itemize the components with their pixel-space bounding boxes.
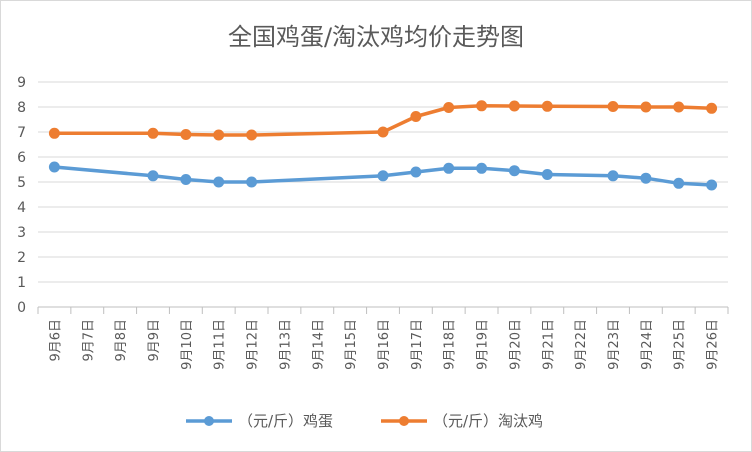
x-tick-label: 9月16日 (377, 319, 392, 370)
data-point (213, 176, 225, 188)
data-point (508, 165, 520, 177)
data-point (48, 127, 60, 139)
data-point (377, 170, 389, 182)
x-axis: 9月6日 9月7日 9月8日 9月9日 9月10日 9月11日 9月12日 9月13日 9月14… (37, 306, 729, 370)
x-tick-label: 9月11日 (213, 319, 228, 370)
data-point (476, 162, 488, 174)
data-point (541, 169, 553, 180)
data-point (246, 129, 258, 141)
x-tick-label: 9月24日 (640, 319, 655, 370)
x-tick-label: 9月10日 (180, 319, 195, 370)
legend-item-2: （元/斤）淘汰鸡 (381, 412, 543, 430)
gridlines (38, 81, 728, 283)
y-tick-label: 0 (17, 300, 26, 316)
data-point (410, 166, 422, 178)
data-point (147, 170, 159, 182)
data-point (673, 177, 685, 189)
y-tick-label: 7 (17, 125, 26, 141)
x-tick-label: 9月20日 (508, 319, 523, 370)
data-point (640, 172, 652, 184)
y-tick-label: 3 (17, 225, 26, 241)
y-tick-label: 6 (17, 150, 26, 166)
x-tick-label: 9月13日 (278, 319, 293, 370)
y-tick-label: 8 (17, 100, 26, 116)
x-tick-label: 9月22日 (574, 319, 589, 370)
data-point (213, 129, 225, 141)
data-point (706, 102, 718, 114)
legend: （元/斤）鸡蛋 （元/斤）淘汰鸡 (186, 412, 543, 430)
x-tick-label: 9月21日 (541, 319, 556, 370)
x-tick-label: 9月8日 (114, 319, 129, 362)
chart-title: 全国鸡蛋/淘汰鸡均价走势图 (228, 23, 524, 51)
data-point (377, 126, 389, 138)
data-point (246, 176, 258, 188)
x-tick-label: 9月23日 (607, 319, 622, 370)
data-point (48, 161, 60, 173)
legend-label: （元/斤）淘汰鸡 (433, 412, 543, 430)
data-point (476, 100, 488, 112)
y-tick-label: 4 (17, 200, 26, 216)
data-point (180, 129, 192, 140)
x-tick-label: 9月12日 (246, 319, 261, 370)
series-2 (48, 100, 718, 141)
data-point (706, 179, 718, 191)
x-tick-label: 9月14日 (311, 319, 326, 370)
y-tick-label: 1 (17, 275, 26, 291)
series-1 (48, 161, 718, 191)
x-tick-label: 9月7日 (81, 319, 96, 362)
y-tick-label: 5 (17, 175, 26, 191)
data-point (673, 101, 685, 113)
x-tick-label: 9月26日 (706, 319, 721, 370)
x-tick-label: 9月9日 (147, 319, 162, 362)
data-point (607, 170, 619, 182)
data-point (443, 162, 455, 174)
data-point (640, 101, 652, 113)
x-tick-label: 9月6日 (48, 319, 63, 362)
data-point (180, 174, 192, 185)
x-tick-label: 9月25日 (673, 319, 688, 370)
legend-item-1: （元/斤）鸡蛋 (186, 412, 333, 430)
data-point (443, 102, 455, 113)
series-group (48, 100, 718, 191)
legend-label: （元/斤）鸡蛋 (238, 412, 333, 430)
data-point (410, 111, 422, 122)
data-point (508, 100, 520, 112)
x-tick-label: 9月17日 (410, 319, 425, 370)
y-axis-ticks: 0 1 2 3 4 5 6 7 8 9 (17, 75, 26, 316)
x-tick-label: 9月19日 (476, 319, 491, 370)
x-tick-label: 9月15日 (344, 319, 359, 370)
y-tick-label: 9 (17, 75, 26, 91)
legend-swatch-marker (204, 416, 214, 426)
data-point (541, 100, 553, 112)
legend-swatch-marker (399, 416, 409, 426)
y-tick-label: 2 (17, 250, 26, 266)
data-point (607, 101, 619, 112)
data-point (147, 127, 159, 139)
x-tick-label: 9月18日 (443, 319, 458, 370)
